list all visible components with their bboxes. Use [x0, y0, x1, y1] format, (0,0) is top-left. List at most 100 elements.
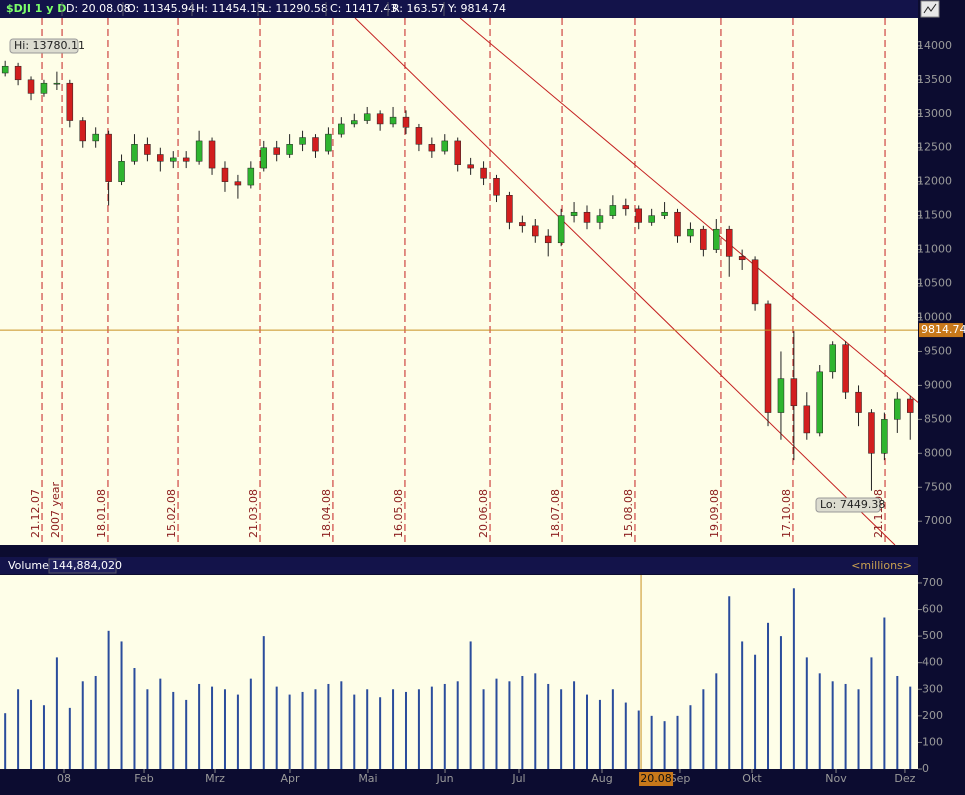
- candle-body: [855, 391, 862, 413]
- event-label: 19.09.08: [708, 489, 721, 538]
- x-tick-label: Sep: [670, 772, 691, 785]
- x-tick-label: Okt: [742, 772, 762, 785]
- volume-bar: [366, 689, 369, 769]
- volume-bar: [249, 678, 252, 769]
- hi-box: [9, 38, 79, 54]
- volume-bar: [379, 697, 382, 769]
- volume-bar: [482, 689, 485, 769]
- candle-body: [247, 167, 255, 186]
- y-tick-label: 700: [922, 576, 943, 589]
- symbol: $DJI 1 y D: [6, 2, 66, 15]
- volume-bar: [340, 681, 343, 769]
- candle-body: [506, 195, 513, 223]
- candle-body: [79, 120, 86, 142]
- volume-bar: [223, 689, 226, 769]
- volume-bar: [870, 657, 873, 769]
- volume-bar: [42, 705, 45, 769]
- volume-bar: [4, 713, 7, 769]
- volume-bar: [81, 681, 84, 769]
- candle-body: [1, 65, 9, 74]
- candle-body: [661, 211, 668, 216]
- x-tick-label: Nov: [825, 772, 847, 785]
- candle-body: [144, 144, 151, 155]
- candle-body: [338, 123, 345, 135]
- candle-body: [273, 147, 280, 155]
- readout: L: 11290.58: [262, 2, 328, 15]
- volume-bar: [728, 596, 731, 769]
- volume-bar: [689, 705, 692, 769]
- volume-bar: [211, 686, 214, 769]
- volume-bar: [857, 689, 860, 769]
- candle-body: [493, 178, 500, 196]
- volume-bar: [663, 721, 666, 769]
- volume-bar: [818, 673, 821, 769]
- volume-bar: [327, 683, 330, 769]
- chart-icon-glyph: [923, 3, 937, 14]
- candle-body: [195, 140, 203, 162]
- volume-value: 144,884,020: [52, 559, 122, 572]
- volume-unit: <millions>: [851, 559, 912, 572]
- candle-body: [777, 378, 785, 413]
- candle-body: [519, 222, 526, 227]
- candle-body: [170, 157, 177, 162]
- candle-body: [441, 140, 449, 152]
- y-tick-label: 12000: [917, 175, 952, 188]
- candle-body: [208, 140, 216, 169]
- volume-bar: [741, 641, 744, 769]
- y-tick-label: 7500: [924, 480, 952, 493]
- volume-bar: [792, 588, 795, 769]
- volume-header: [0, 557, 918, 574]
- volume-bar: [534, 673, 537, 769]
- x-tick-label: Jun: [435, 772, 453, 785]
- y-tick-label: 100: [922, 735, 943, 748]
- y-tick-label: 200: [922, 709, 943, 722]
- volume-bar: [146, 689, 149, 769]
- volume-bar: [159, 678, 162, 769]
- candle-body: [894, 398, 901, 420]
- volume-bar: [236, 694, 239, 769]
- volume-bar: [650, 715, 653, 769]
- volume-bar: [185, 699, 188, 769]
- candle-body: [467, 164, 474, 169]
- y-tick-label: 11000: [917, 243, 952, 256]
- volume-bar: [547, 683, 550, 769]
- candle-body: [725, 228, 733, 257]
- candle-body: [829, 344, 836, 373]
- candle-body: [687, 228, 694, 237]
- candle-body: [557, 215, 565, 244]
- candle-body: [609, 205, 617, 216]
- cursor-label: 9814.74: [921, 323, 965, 336]
- volume-bar: [68, 707, 71, 769]
- volume-bar: [198, 683, 201, 769]
- x-tick-label: Dez: [894, 772, 915, 785]
- y-tick-label: 14000: [917, 39, 952, 52]
- candle-body: [751, 259, 759, 305]
- readout: Y: 9814.74: [447, 2, 506, 15]
- candle-body: [674, 211, 681, 237]
- candle-body: [738, 256, 746, 261]
- volume-bar: [560, 689, 563, 769]
- event-label: 21.12.07: [29, 489, 42, 538]
- volume-pane: [0, 575, 918, 769]
- candle-body: [622, 205, 630, 210]
- candle-body: [363, 113, 371, 121]
- volume-bar: [353, 694, 356, 769]
- candle-body: [53, 82, 61, 85]
- candle-body: [157, 154, 164, 162]
- volume-bar: [443, 683, 446, 769]
- volume-bar: [275, 686, 278, 769]
- volume-bar: [107, 630, 110, 769]
- price-layer: [1, 18, 918, 545]
- volume-bar: [133, 668, 136, 769]
- candle-body: [351, 120, 358, 125]
- readout: H: 11454.15: [196, 2, 264, 15]
- x-tick-label: Apr: [280, 772, 300, 785]
- crosshair-label: 20.08: [640, 772, 672, 785]
- candle-body: [790, 378, 798, 407]
- candle-body: [480, 167, 487, 179]
- event-label: 15.02.08: [165, 489, 178, 538]
- candle-body: [596, 215, 604, 223]
- candle-body: [92, 133, 99, 142]
